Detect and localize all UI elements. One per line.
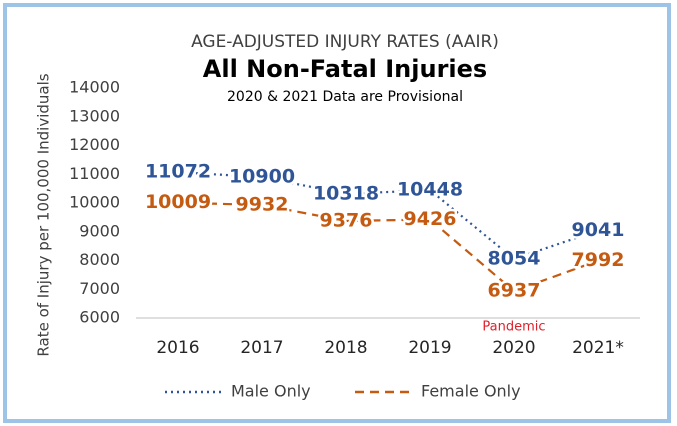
x-tick-label: 2018 — [324, 338, 367, 358]
legend-label: Male Only — [231, 382, 311, 401]
data-label: 9932 — [236, 193, 289, 215]
chart-frame — [3, 3, 671, 423]
chart-subtitle: All Non-Fatal Injuries — [203, 55, 487, 83]
series-line — [177, 201, 599, 293]
y-axis-label: Rate of Injury per 100,000 Individuals — [35, 73, 53, 356]
data-label: 9376 — [320, 209, 373, 231]
y-tick-label: 11000 — [69, 164, 120, 183]
y-tick-label: 7000 — [79, 279, 120, 298]
x-tick-label: 2016 — [156, 338, 199, 358]
y-tick-label: 6000 — [79, 308, 120, 327]
annotation: Pandemic — [482, 320, 545, 335]
data-label: 10318 — [313, 182, 379, 204]
x-tick-label: 2021* — [572, 338, 624, 358]
y-tick-label: 13000 — [69, 106, 120, 125]
x-tick-label: 2017 — [240, 338, 283, 358]
data-label: 6937 — [488, 280, 541, 302]
series-line — [177, 171, 599, 261]
y-tick-label: 14000 — [69, 78, 120, 97]
legend-label: Female Only — [421, 382, 521, 401]
data-label: 11072 — [145, 161, 211, 183]
chart-note: 2020 & 2021 Data are Provisional — [227, 89, 463, 105]
data-label: 10900 — [229, 166, 295, 188]
data-label: 8054 — [488, 247, 541, 269]
data-label: 9041 — [572, 219, 625, 241]
y-tick-label: 12000 — [69, 135, 120, 154]
x-tick-label: 2019 — [408, 338, 451, 358]
y-tick-label: 8000 — [79, 250, 120, 269]
y-tick-label: 10000 — [69, 193, 120, 212]
data-label: 10448 — [397, 179, 463, 201]
chart-title: AGE-ADJUSTED INJURY RATES (AAIR) — [191, 32, 499, 52]
data-label: 10009 — [145, 191, 211, 213]
data-label: 7992 — [572, 249, 625, 271]
y-tick-label: 9000 — [79, 221, 120, 240]
data-label: 9426 — [404, 208, 457, 230]
x-tick-label: 2020 — [492, 338, 535, 358]
